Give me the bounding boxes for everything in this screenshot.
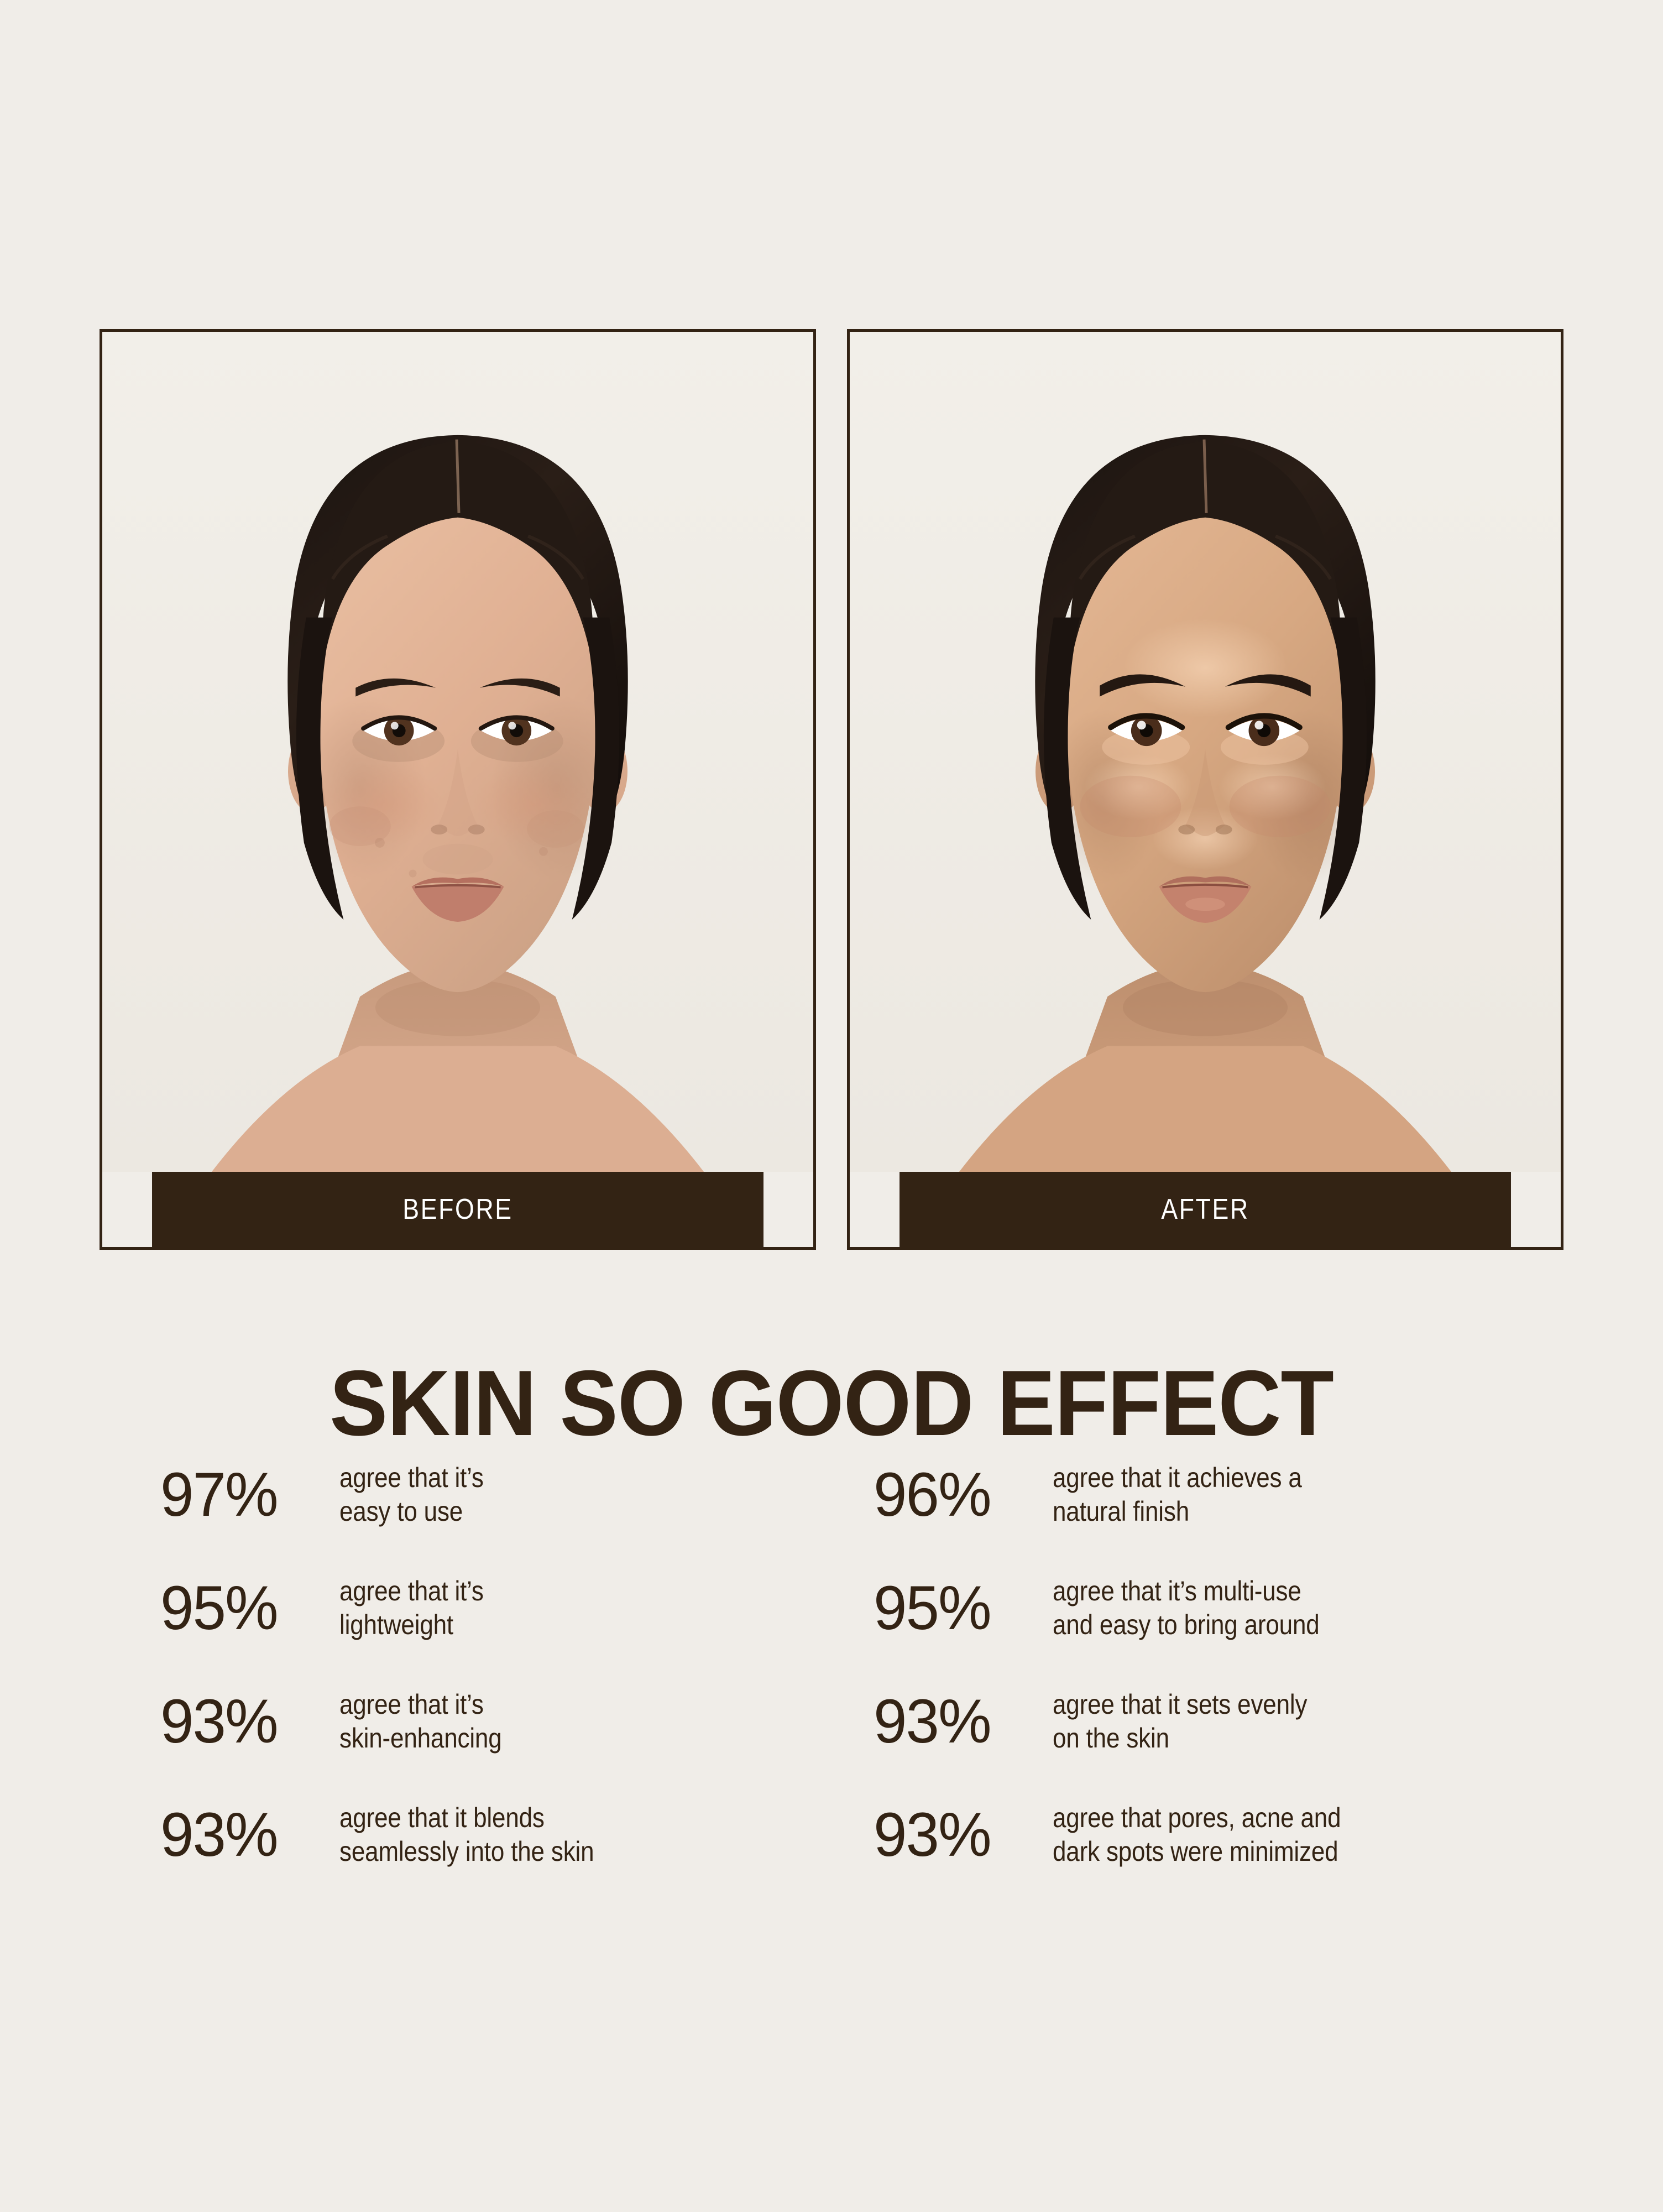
stat-text: agree that it’s skin-enhancing — [339, 1688, 502, 1754]
stat-item: 97% agree that it’s easy to use — [160, 1438, 807, 1551]
after-photo-image — [850, 332, 1561, 1172]
before-photo-image — [102, 332, 813, 1172]
before-photo-card: BEFORE — [100, 329, 816, 1250]
page-title: SKIN SO GOOD EFFECT — [330, 1350, 1334, 1455]
stat-value: 93% — [160, 1799, 279, 1869]
stat-value: 95% — [874, 1573, 992, 1642]
stat-item: 93% agree that it blends seamlessly into… — [160, 1778, 807, 1891]
stat-item: 93% agree that pores, acne and dark spot… — [874, 1778, 1520, 1891]
stat-text: agree that it’s easy to use — [339, 1462, 484, 1527]
stat-text: agree that it sets evenly on the skin — [1053, 1688, 1308, 1754]
before-after-comparison: BEFORE — [100, 329, 1563, 1250]
stat-item: 96% agree that it achieves a natural fin… — [874, 1438, 1520, 1551]
after-label: AFTER — [900, 1172, 1511, 1247]
stat-item: 93% agree that it sets evenly on the ski… — [874, 1665, 1520, 1778]
stat-text: agree that pores, acne and dark spots we… — [1053, 1802, 1341, 1867]
stat-value: 93% — [874, 1799, 992, 1869]
stat-value: 93% — [160, 1686, 279, 1756]
stat-value: 96% — [874, 1459, 992, 1529]
stat-text: agree that it’s lightweight — [339, 1575, 484, 1640]
stat-text: agree that it blends seamlessly into the… — [339, 1802, 594, 1867]
stat-value: 93% — [874, 1686, 992, 1756]
stat-value: 97% — [160, 1459, 279, 1529]
stat-item: 93% agree that it’s skin-enhancing — [160, 1665, 807, 1778]
stat-value: 95% — [160, 1573, 279, 1642]
stats-grid: 97% agree that it’s easy to use 96% agre… — [160, 1438, 1520, 1891]
after-photo-card: AFTER — [847, 329, 1563, 1250]
stat-item: 95% agree that it’s multi-use and easy t… — [874, 1551, 1520, 1665]
stat-text: agree that it achieves a natural finish — [1053, 1462, 1302, 1527]
stat-text: agree that it’s multi-use and easy to br… — [1053, 1575, 1320, 1640]
stat-item: 95% agree that it’s lightweight — [160, 1551, 807, 1665]
before-label: BEFORE — [152, 1172, 763, 1247]
